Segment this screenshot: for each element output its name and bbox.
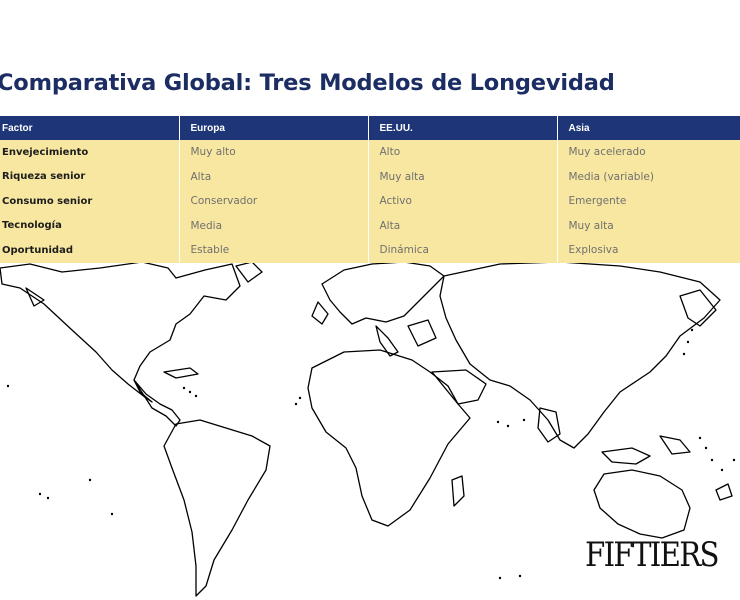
table-cell: Explosiva bbox=[557, 238, 740, 263]
table-row: Consumo senior Conservador Activo Emerge… bbox=[0, 189, 740, 214]
row-label: Envejecimiento bbox=[0, 140, 180, 165]
header-europa: Europa bbox=[179, 116, 369, 140]
table-row: Tecnología Media Alta Muy alta bbox=[0, 213, 740, 238]
row-label: Riqueza senior bbox=[0, 164, 180, 189]
table-header-row: Factor Europa EE.UU. Asia bbox=[0, 116, 740, 140]
table-cell: Muy alta bbox=[368, 164, 558, 189]
table-cell: Dinámica bbox=[368, 238, 558, 263]
header-eeuu: EE.UU. bbox=[368, 116, 558, 140]
fiftiers-logo: FIFTIERS bbox=[585, 535, 720, 575]
australia-outline bbox=[593, 469, 691, 539]
row-label: Tecnología bbox=[0, 213, 180, 238]
table-cell: Alta bbox=[179, 164, 369, 189]
header-asia: Asia bbox=[557, 116, 740, 140]
row-label: Consumo senior bbox=[0, 189, 180, 214]
table-cell: Estable bbox=[179, 238, 369, 263]
table-cell: Media bbox=[179, 213, 369, 238]
row-label: Oportunidad bbox=[0, 238, 180, 263]
table-cell: Muy acelerado bbox=[557, 140, 740, 165]
south-america-outline bbox=[163, 419, 271, 597]
asia-outline bbox=[439, 261, 721, 449]
table-cell: Conservador bbox=[179, 189, 369, 214]
table-cell: Media (variable) bbox=[557, 164, 740, 189]
table-row: Oportunidad Estable Dinámica Explosiva bbox=[0, 238, 740, 263]
table-cell: Alta bbox=[368, 213, 558, 238]
table-cell: Alto bbox=[368, 140, 558, 165]
header-factor: Factor bbox=[0, 116, 180, 140]
comparison-table: Factor Europa EE.UU. Asia Envejecimiento… bbox=[0, 116, 740, 263]
table-cell: Muy alto bbox=[179, 140, 369, 165]
page-title: Comparativa Global: Tres Modelos de Long… bbox=[0, 70, 615, 96]
table-row: Riqueza senior Alta Muy alta Media (vari… bbox=[0, 164, 740, 189]
table-cell: Muy alta bbox=[557, 213, 740, 238]
table-row: Envejecimiento Muy alto Alto Muy acelera… bbox=[0, 140, 740, 165]
africa-outline bbox=[307, 349, 471, 527]
table-cell: Emergente bbox=[557, 189, 740, 214]
north-america-outline bbox=[0, 261, 241, 403]
table-cell: Activo bbox=[368, 189, 558, 214]
europe-outline bbox=[321, 261, 445, 325]
central-america-outline bbox=[133, 379, 181, 427]
